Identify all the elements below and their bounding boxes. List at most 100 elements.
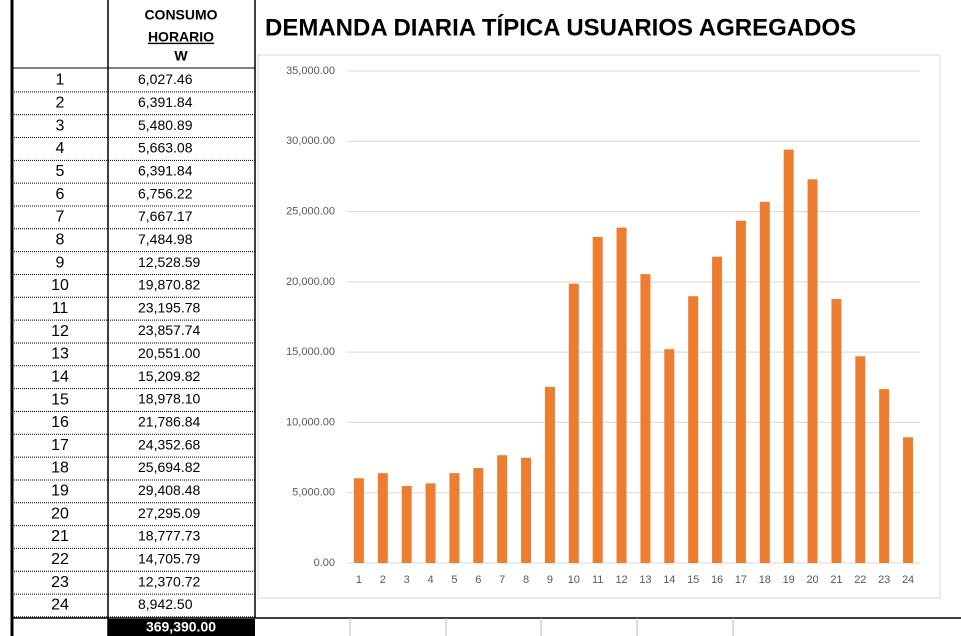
x-tick-label: 18 [759,574,771,586]
x-tick-label: 12 [615,574,627,586]
row-value: 6,756.22 [138,185,193,201]
row-number: 6 [56,186,65,203]
bar [616,227,627,563]
x-tick-label: 20 [806,574,818,586]
total-cell [108,619,255,636]
bar [688,296,699,563]
x-tick-label: 3 [404,574,410,586]
row-number: 19 [51,483,69,500]
bar [831,299,842,563]
bar [735,220,746,563]
x-tick-label: 5 [451,574,457,586]
row-value: 14,705.79 [138,551,200,567]
row-value: 12,528.59 [138,254,200,270]
row-value: 7,484.98 [138,231,193,247]
bar [807,179,818,563]
row-value: 21,786.84 [138,414,200,430]
x-tick-label: 14 [663,574,675,586]
x-tick-label: 6 [475,574,481,586]
row-number: 22 [51,551,69,568]
row-number: 24 [51,597,69,614]
row-value: 6,391.84 [138,94,193,110]
row-value: 7,667.17 [138,208,193,224]
x-tick-label: 21 [830,574,842,586]
y-tick-label: 0.00 [314,557,335,569]
y-tick-label: 15,000.00 [286,346,335,358]
total: 369,390.00 [146,619,216,635]
header-unit: W [174,48,188,64]
x-tick-label: 23 [878,574,890,586]
row-number: 7 [56,209,65,226]
y-tick-label: 5,000.00 [292,487,335,499]
row-number: 10 [51,277,69,294]
row-number: 23 [51,574,69,591]
x-tick-label: 1 [356,574,362,586]
bar [544,386,555,563]
row-value: 15,209.82 [138,368,200,384]
bar [640,274,651,563]
x-tick-label: 7 [499,574,505,586]
x-tick-label: 9 [547,574,553,586]
row-value: 23,195.78 [138,299,200,315]
x-tick-label: 13 [639,574,651,586]
bar [568,283,579,563]
row-value: 27,295.09 [138,505,200,521]
row-number: 1 [56,72,65,89]
row-value: 5,663.08 [138,140,193,156]
bar [521,457,532,563]
row-value: 6,027.46 [138,71,193,87]
row-value: 18,978.10 [138,391,200,407]
x-tick-label: 4 [428,574,434,586]
y-tick-label: 10,000.00 [286,416,335,428]
bar [664,349,675,563]
row-value: 6,391.84 [138,162,193,178]
row-number: 17 [51,437,69,454]
bar [592,236,603,564]
row-value: 18,777.73 [138,528,200,544]
row-value: 24,352.68 [138,436,200,452]
y-tick-label: 20,000.00 [286,276,335,288]
bar [425,483,436,563]
row-number: 8 [56,231,65,248]
bar [879,389,890,563]
row-value: 19,870.82 [138,277,200,293]
bar [855,356,866,563]
header: HORARIO [148,29,214,45]
row-number: 14 [51,368,69,385]
row-number: 5 [56,163,65,180]
row-number: 2 [56,94,65,111]
row-number: 12 [51,323,69,340]
bar [903,437,914,563]
bar [449,473,460,563]
row-value: 29,408.48 [138,482,200,498]
bar [712,256,723,563]
row-value: 5,480.89 [138,117,193,133]
x-tick-label: 10 [568,574,580,586]
bar [353,478,364,563]
row-value: 23,857.74 [138,322,200,338]
y-tick-label: 30,000.00 [286,135,335,147]
x-tick-label: 15 [687,574,699,586]
x-tick-label: 8 [523,574,529,586]
row-number: 21 [51,528,69,545]
row-value: 20,551.00 [138,345,200,361]
row-number: 20 [51,505,69,522]
x-tick-label: 11 [592,574,603,586]
row-number: 4 [56,140,65,157]
row-number: 9 [56,254,65,271]
x-tick-label: 22 [854,574,866,586]
chart-title: DEMANDA DIARIA TÍPICA USUARIOS AGREGADOS [265,13,856,41]
row-number: 13 [51,346,69,363]
x-tick-label: 16 [711,574,723,586]
y-tick-label: 35,000.00 [286,65,335,77]
bar [377,473,388,563]
row-number: 15 [51,391,69,408]
bar [783,149,794,563]
bar [497,455,508,563]
x-tick-label: 17 [735,574,747,586]
row-number: 16 [51,414,69,431]
row-number: 11 [52,300,69,317]
x-tick-label: 2 [380,574,386,586]
header: CONSUMO [144,7,217,23]
